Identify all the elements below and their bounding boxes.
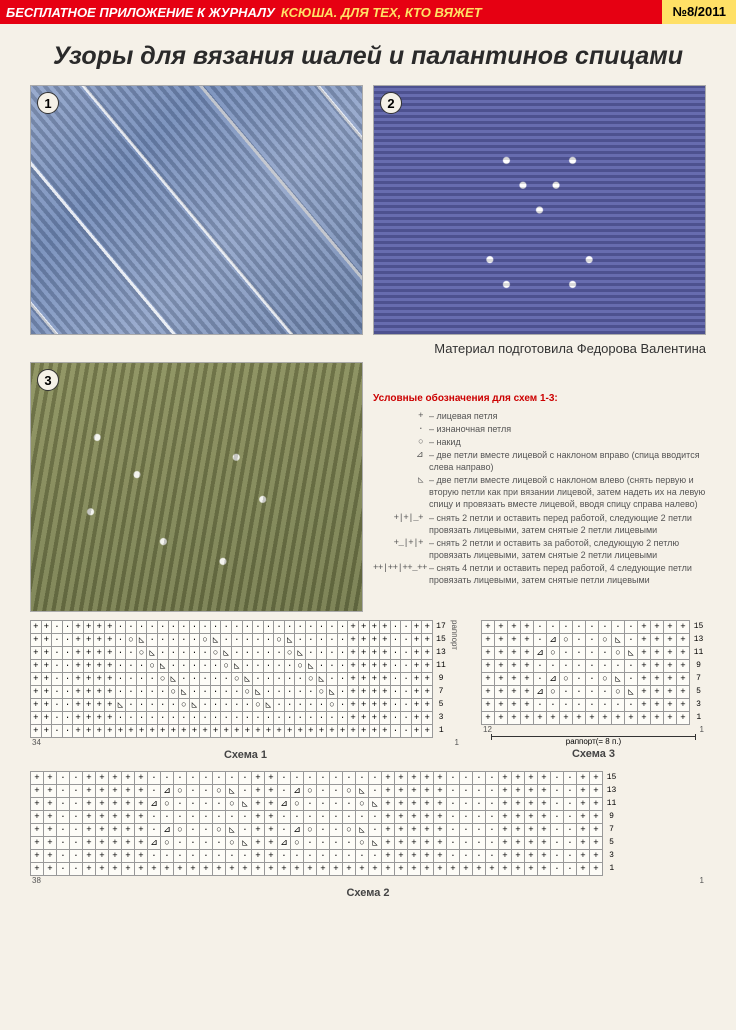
rapport-label: раппорт(= 8 п.): [491, 736, 696, 746]
author-credit: Материал подготовила Федорова Валентина: [0, 335, 736, 356]
legend-text: – накид: [429, 436, 706, 448]
page-title: Узоры для вязания шалей и палантинов спи…: [0, 42, 736, 71]
legend-text: – две петли вместе лицевой с наклоном вп…: [429, 449, 706, 473]
rapport-side-label: раппорт: [448, 620, 461, 738]
legend-text: – изнаночная петля: [429, 423, 706, 435]
legend-symbol: ++|++|++_++: [373, 562, 423, 586]
legend-row: + – лицевая петля: [373, 410, 706, 422]
chart-caption: Схема 1: [30, 749, 461, 761]
legend-symbol: ·: [373, 423, 423, 435]
header-magazine-name: КСЮША. ДЛЯ ТЕХ, КТО ВЯЖЕТ: [275, 5, 663, 20]
legend-symbol: +_|+|+: [373, 537, 423, 561]
legend-row: ○ – накид: [373, 436, 706, 448]
legend-title: Условные обозначения для схем 1-3:: [373, 392, 706, 406]
legend-symbol: ○: [373, 436, 423, 448]
legend-row: +_|+|+– снять 2 петли и оставить за рабо…: [373, 537, 706, 561]
legend-row: ◺– две петли вместе лицевой с наклоном в…: [373, 474, 706, 510]
legend-text: – снять 2 петли и оставить за работой, с…: [429, 537, 706, 561]
legend-row: · – изнаночная петля: [373, 423, 706, 435]
legend-row: ++|++|++_++– снять 4 петли и оставить пе…: [373, 562, 706, 586]
header-bar: БЕСПЛАТНОЕ ПРИЛОЖЕНИЕ К ЖУРНАЛУ КСЮША. Д…: [0, 0, 736, 24]
photo-badge-3: 3: [37, 369, 59, 391]
photo-badge-2: 2: [380, 92, 402, 114]
chart-1: ++··++++······················++++··++17…: [30, 620, 461, 761]
legend-symbol: +: [373, 410, 423, 422]
legend-text: – снять 4 петли и оставить перед работой…: [429, 562, 706, 586]
legend-block: Условные обозначения для схем 1-3: + – ли…: [373, 362, 706, 612]
legend-symbol: ⊿: [373, 449, 423, 473]
legend-symbol: ◺: [373, 474, 423, 510]
legend-symbol: +|+|_+: [373, 512, 423, 536]
chart-3: ++++········++++15++++·⊿○··○◺·++++13++++…: [481, 620, 706, 760]
pattern-photo-1: 1: [30, 85, 363, 335]
photo-badge-1: 1: [37, 92, 59, 114]
legend-text: – лицевая петля: [429, 410, 706, 422]
legend-row: ⊿– две петли вместе лицевой с наклоном в…: [373, 449, 706, 473]
chart-caption: Схема 2: [30, 887, 706, 899]
charts-area: ++··++++······················++++··++17…: [0, 612, 736, 899]
legend-text: – снять 2 петли и оставить перед работой…: [429, 512, 706, 536]
chart-2: ++··+++++········++········+++++····++++…: [30, 771, 706, 899]
photo-grid: 1 2: [0, 85, 736, 335]
header-issue-number: №8/2011: [662, 0, 736, 24]
legend-row: +|+|_+– снять 2 петли и оставить перед р…: [373, 512, 706, 536]
legend-text: – две петли вместе лицевой с наклоном вл…: [429, 474, 706, 510]
pattern-photo-2: 2: [373, 85, 706, 335]
chart-caption: Схема 3: [481, 748, 706, 760]
pattern-photo-3: 3: [30, 362, 363, 612]
header-supplement-text: БЕСПЛАТНОЕ ПРИЛОЖЕНИЕ К ЖУРНАЛУ: [0, 5, 275, 20]
